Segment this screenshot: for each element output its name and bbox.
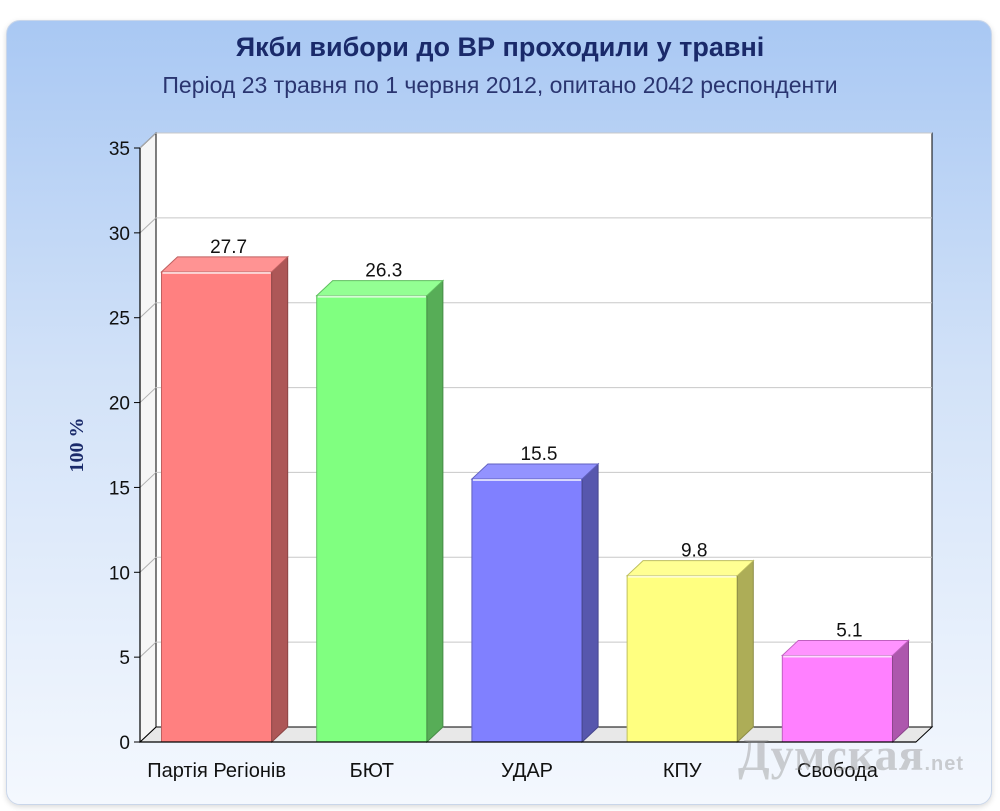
x-tick-label: УДАР [501,760,553,782]
y-tick-label: 0 [119,733,130,754]
bar-top [160,256,289,273]
gridline-diag [139,641,157,658]
watermark-logo: Думская.net [738,729,965,780]
bar-value-label: 27.7 [210,237,247,258]
y-tick-label: 5 [119,648,130,669]
bar-value-label: 9.8 [681,541,707,562]
bar-top [315,280,445,297]
gridline-diag [139,472,157,488]
bar-top [470,463,600,480]
bar-side [426,279,444,744]
bar [626,575,738,743]
y-tick-label: 10 [109,563,130,584]
bar-side [581,462,599,744]
gridline-diag [139,387,157,403]
bar [471,478,583,743]
y-tick-label: 20 [109,394,130,415]
y-tick-label: 30 [109,224,130,245]
y-tick-label: 35 [109,139,130,160]
y-tick-label: 15 [109,478,130,499]
bar-side [891,639,909,744]
gridline-diag [139,132,157,149]
bar [161,271,273,743]
gridline-diag [139,556,157,573]
bar-value-label: 26.3 [365,261,402,282]
gridline-diag [139,302,157,319]
bar-side [736,559,754,744]
bar [316,295,428,743]
x-tick-label: Партія Регіонів [147,760,286,782]
bar-group: 5.1 Свобода [781,620,910,782]
chart-title: Якби вибори до ВР проходили у травні [235,32,765,62]
bar-side [271,255,289,744]
y-tick-label: 25 [109,309,130,330]
bar-value-label: 15.5 [521,444,558,465]
x-tick-label: Свобода [797,760,879,782]
bar-top [625,560,755,577]
bar-top [781,639,910,656]
plot-side-wall [139,131,157,744]
bar-group: 26.3 БЮТ [315,261,445,782]
x-tick-label: БЮТ [350,760,394,782]
y-axis-label: 100 % [66,418,88,473]
bar-group: 15.5 УДАР [470,444,600,782]
gridline-diag [139,217,157,234]
bar-value-label: 5.1 [836,620,862,641]
x-tick-label: КПУ [663,760,702,782]
bar-group: 27.7 Партія Регіонів [147,237,289,782]
bar-group: 9.8 КПУ [625,541,755,782]
chart-subtitle: Період 23 травня по 1 червня 2012, опита… [162,72,838,98]
